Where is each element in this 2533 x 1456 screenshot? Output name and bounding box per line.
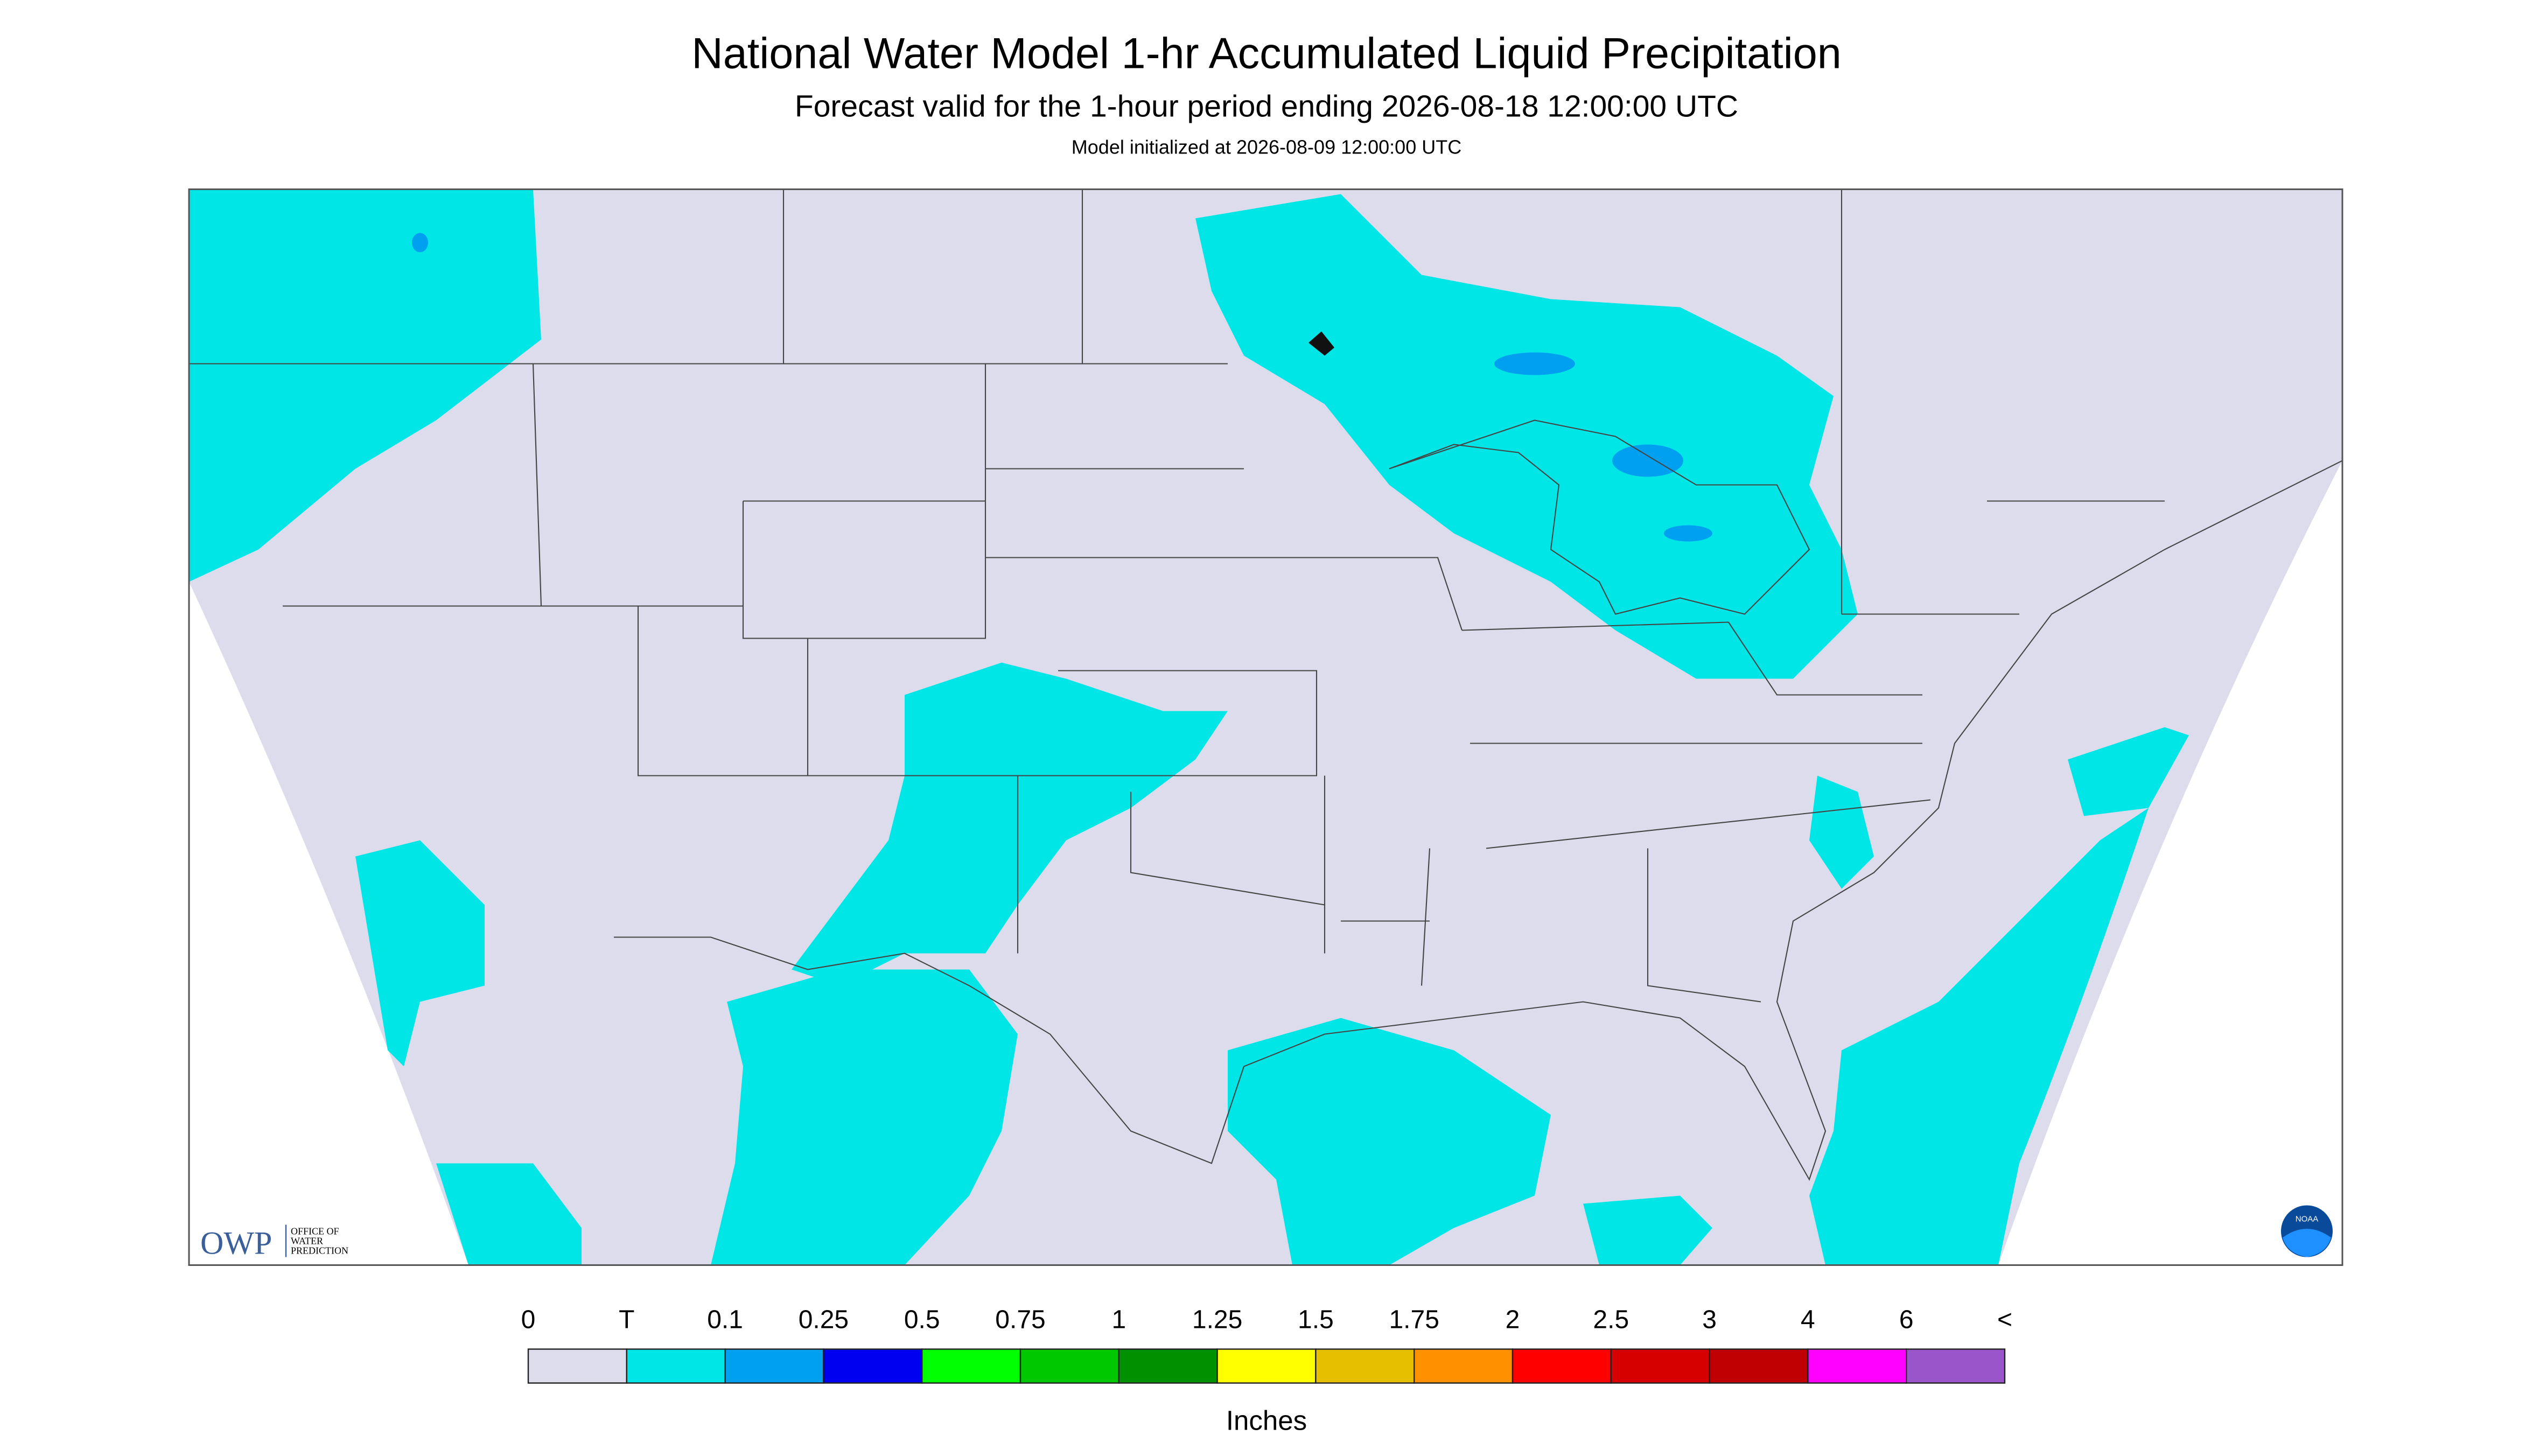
legend-swatch bbox=[724, 1348, 824, 1384]
legend-label: T bbox=[619, 1306, 634, 1334]
legend-unit: Inches bbox=[1226, 1405, 1307, 1436]
legend-label: 2 bbox=[1506, 1306, 1520, 1334]
owp-logo: OWP OFFICE OF WATER PREDICTION bbox=[200, 1224, 348, 1261]
legend-label: 1.75 bbox=[1389, 1306, 1439, 1334]
subtitle: Forecast valid for the 1-hour period end… bbox=[795, 89, 1738, 124]
legend-swatch bbox=[1118, 1348, 1218, 1384]
legend-swatch bbox=[921, 1348, 1021, 1384]
legend-swatch bbox=[1019, 1348, 1120, 1384]
init-note: Model initialized at 2026-08-09 12:00:00… bbox=[1072, 136, 1461, 158]
legend-label: 1.5 bbox=[1298, 1306, 1334, 1334]
legend-swatch bbox=[626, 1348, 726, 1384]
legend-swatch bbox=[823, 1348, 923, 1384]
legend-swatch bbox=[1807, 1348, 1907, 1384]
legend-label: 0.1 bbox=[707, 1306, 743, 1334]
legend-swatch bbox=[1315, 1348, 1415, 1384]
owp-name: PREDICTION bbox=[291, 1245, 348, 1256]
legend-swatch bbox=[1512, 1348, 1612, 1384]
legend: Inches 0 T 0.1 0.25 0.5 0.75 1 1.25 1.5 1.75 2 2.5 3… bbox=[521, 1306, 2012, 1436]
lake bbox=[1309, 331, 1334, 356]
owp-name: OFFICE OF bbox=[291, 1226, 339, 1237]
legend-swatch bbox=[1905, 1348, 2006, 1384]
legend-label: 0.75 bbox=[995, 1306, 1045, 1334]
legend-label: 4 bbox=[1801, 1306, 1815, 1334]
legend-swatch bbox=[1610, 1348, 1710, 1384]
legend-label: 3 bbox=[1702, 1306, 1717, 1334]
boundaries bbox=[189, 189, 2342, 1181]
legend-label: 1 bbox=[1111, 1306, 1126, 1334]
legend-swatch bbox=[527, 1348, 628, 1384]
legend-label: 2.5 bbox=[1593, 1306, 1629, 1334]
legend-label: 6 bbox=[1899, 1306, 1914, 1334]
owp-name: WATER bbox=[291, 1236, 323, 1247]
map: OWP OFFICE OF WATER PREDICTION NOAA bbox=[188, 188, 2343, 1266]
legend-label: 1.25 bbox=[1192, 1306, 1242, 1334]
noaa-mark: NOAA bbox=[2296, 1215, 2319, 1224]
owp-mark: OWP bbox=[200, 1226, 272, 1261]
title: National Water Model 1-hr Accumulated Li… bbox=[691, 30, 1842, 78]
precip-areas-heavy bbox=[412, 233, 1712, 542]
legend-swatch bbox=[1414, 1348, 1514, 1384]
legend-swatch bbox=[1709, 1348, 1809, 1384]
legend-swatch bbox=[1216, 1348, 1317, 1384]
legend-label: 0.5 bbox=[904, 1306, 940, 1334]
map-frame bbox=[188, 188, 2343, 1266]
legend-label: 0 bbox=[521, 1306, 536, 1334]
legend-label: 0.25 bbox=[799, 1306, 849, 1334]
noaa-logo: NOAA bbox=[2281, 1205, 2333, 1257]
precip-areas bbox=[189, 189, 2189, 1265]
legend-label: < bbox=[1997, 1306, 2012, 1334]
